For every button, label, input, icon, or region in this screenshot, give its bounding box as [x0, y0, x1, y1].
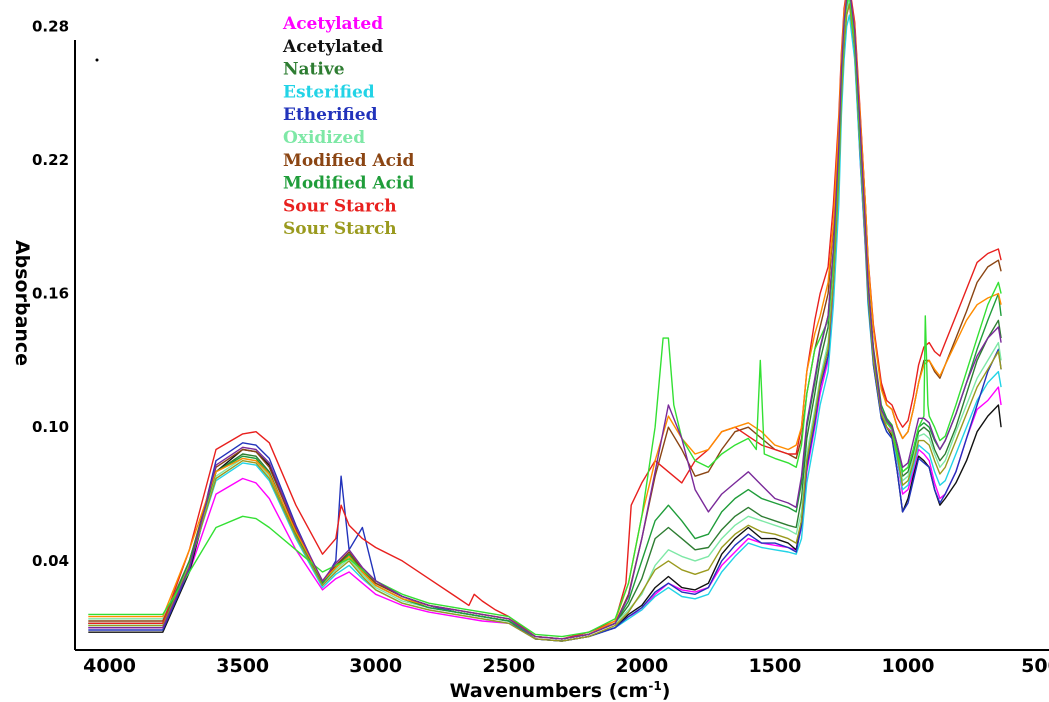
series-line-13: [88, 0, 1002, 640]
legend-entry: Oxidized: [283, 128, 365, 148]
series-line-11: [88, 0, 1002, 640]
y-tick-label: 0.04: [32, 552, 69, 570]
x-tick-label: 3000: [349, 655, 402, 677]
x-tick-label: 2500: [482, 655, 535, 677]
legend-entry: Etherified: [283, 105, 378, 125]
x-tick-label: 500: [1021, 655, 1049, 677]
series-line-5: [88, 0, 1002, 642]
y-tick-label: 0.28: [32, 17, 69, 35]
stray-dot: [95, 58, 99, 62]
y-tick-labels: 0.04 0.10 0.16 0.22 0.28: [32, 17, 69, 570]
series-line-10: [88, 3, 1002, 642]
series-line-12: [88, 0, 1002, 638]
legend-entry: Modified Acid: [283, 174, 414, 194]
legend-entry: Acetylated: [282, 37, 383, 57]
x-tick-label: 1500: [748, 655, 801, 677]
legend-entry: Modified Acid: [283, 151, 414, 171]
legend-entry: Esterified: [283, 82, 375, 102]
x-tick-label: 3500: [216, 655, 269, 677]
x-tick-label: 4000: [83, 655, 136, 677]
series-line-9: [88, 0, 1002, 640]
x-tick-label: 2000: [615, 655, 668, 677]
series-layer: [88, 0, 1002, 642]
y-tick-label: 0.22: [32, 151, 69, 169]
x-tick-labels: 4000 3500 3000 2500 2000 1500 1000 500: [83, 655, 1049, 677]
y-tick-label: 0.16: [32, 285, 69, 303]
legend-entry: Acetylated: [282, 14, 383, 34]
y-tick-label: 0.10: [32, 418, 69, 436]
legend-entry: Sour Starch: [283, 196, 397, 216]
y-axis-title: Absorbance: [11, 240, 33, 366]
x-axis-title: Wavenumbers (cm-1): [450, 679, 671, 702]
x-tick-label: 1000: [882, 655, 935, 677]
series-line-6: [88, 0, 1002, 640]
legend-entry: Native: [283, 60, 345, 80]
legend-entry: Sour Starch: [283, 219, 397, 239]
